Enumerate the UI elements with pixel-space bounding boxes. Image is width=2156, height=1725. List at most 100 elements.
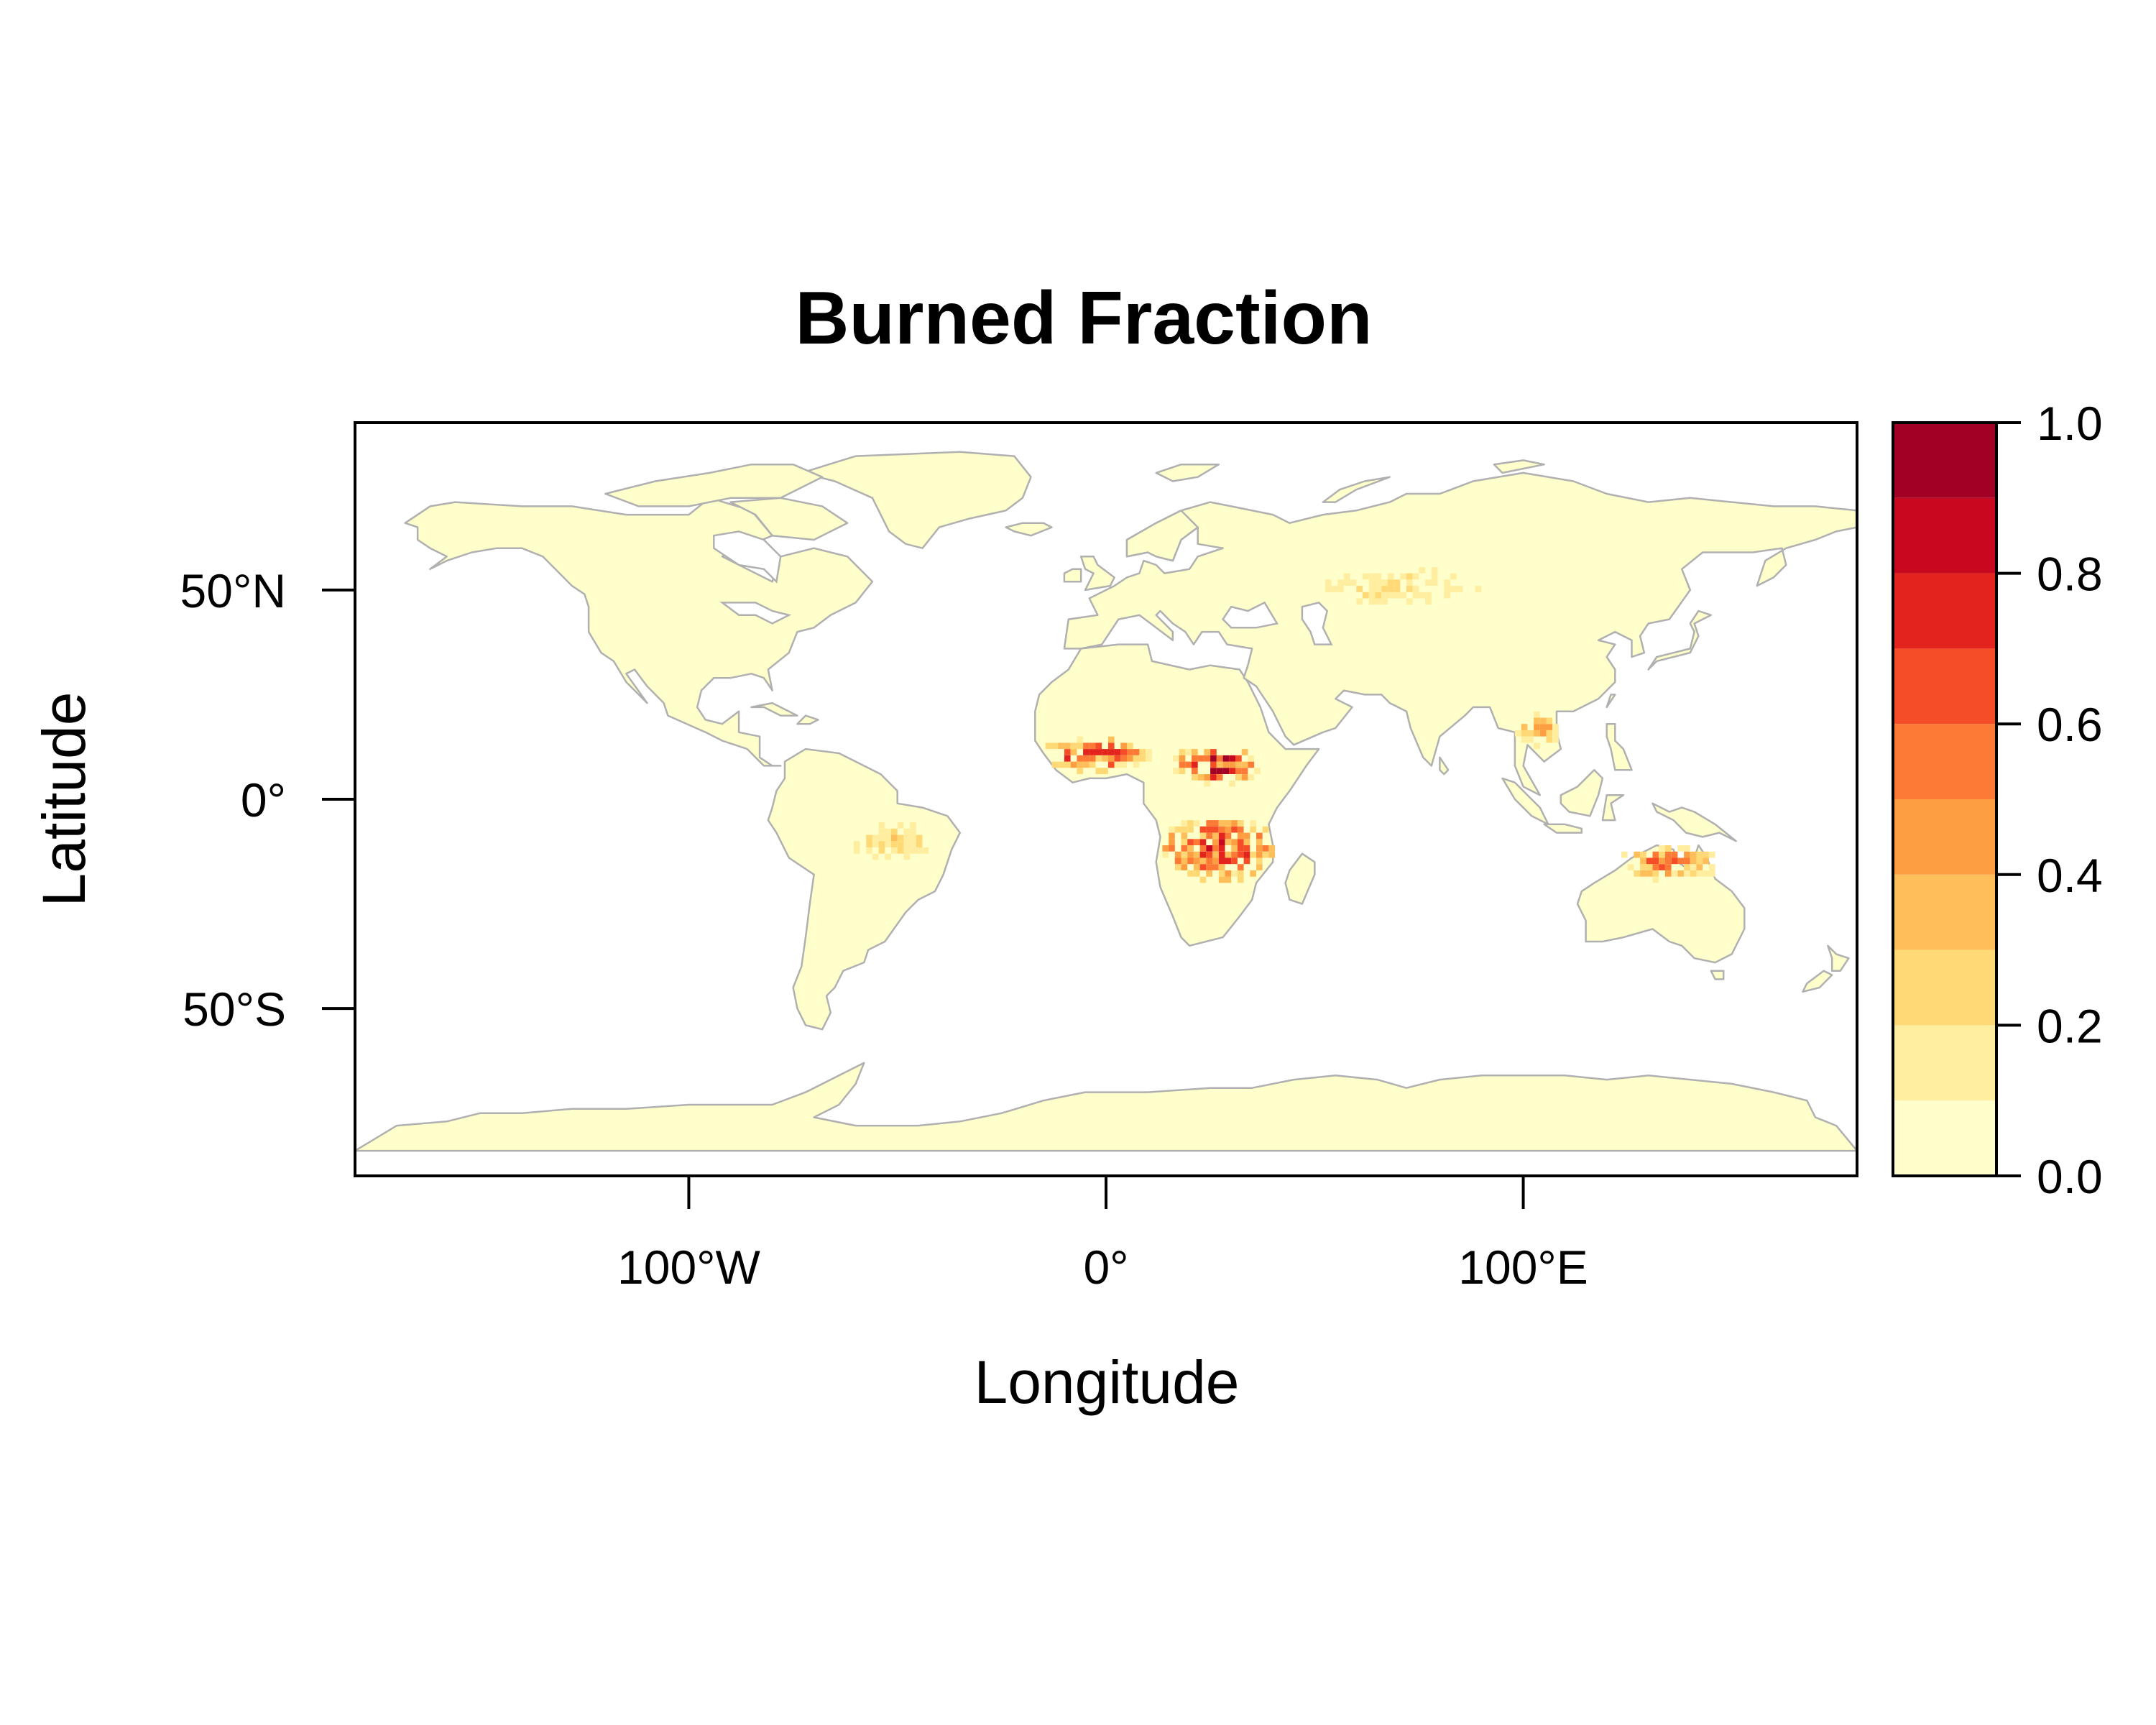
burn-cell (1425, 598, 1432, 605)
landmass-greenland (800, 451, 1032, 549)
burn-cell (1077, 755, 1084, 762)
burn-cell (1640, 857, 1646, 865)
burn-cell (1425, 592, 1432, 599)
burn-cell (1248, 761, 1255, 768)
burn-cell (1241, 774, 1248, 781)
burn-cell (1659, 857, 1665, 865)
burn-cell (1187, 857, 1194, 865)
burn-cell (1169, 845, 1175, 852)
burn-cell (1187, 851, 1194, 858)
burn-cell (1363, 573, 1369, 580)
burn-cell (1218, 845, 1225, 852)
burn-cell (1179, 761, 1186, 768)
burn-cell (1162, 851, 1169, 858)
burn-cell (1381, 579, 1388, 586)
burn-cell (1181, 826, 1188, 833)
burn-cell (1181, 839, 1188, 845)
burn-cell (1268, 845, 1276, 852)
landmass-scandinavia-fix (1125, 510, 1199, 562)
landmass-baffin (729, 497, 849, 541)
burn-cell (1387, 592, 1394, 599)
landmass-iceland (1005, 522, 1053, 537)
burn-cell (885, 841, 891, 847)
burn-cell (1696, 851, 1703, 858)
landmass-tasmania (1710, 970, 1725, 980)
burn-cell (1212, 845, 1219, 852)
burn-cell (1218, 839, 1225, 845)
burn-cell (1107, 742, 1115, 750)
landmass-ireland (1063, 568, 1082, 583)
burn-cell (1064, 761, 1071, 768)
colorbar-bin (1893, 573, 1996, 649)
burn-cell (897, 822, 904, 829)
burn-cell (1229, 755, 1235, 762)
burn-cell (878, 828, 885, 835)
burn-cell (1534, 711, 1540, 718)
burn-cell (903, 834, 911, 842)
burn-cell (1652, 876, 1659, 883)
burn-cell (1127, 755, 1133, 762)
burn-cell (1627, 864, 1634, 870)
burn-region-4 (1621, 845, 1715, 883)
burn-cell (1231, 826, 1238, 833)
water-great-lakes (719, 602, 792, 625)
burn-cell (1199, 845, 1207, 852)
burn-cell (1250, 870, 1256, 877)
burn-cell (1331, 586, 1338, 592)
burn-cell (1235, 755, 1242, 762)
burn-cell (1406, 573, 1413, 580)
burn-cell (1058, 761, 1064, 768)
burn-cell (1169, 826, 1175, 833)
burn-cell (1193, 864, 1200, 870)
burn-cell (1146, 755, 1152, 762)
burn-cell (1241, 768, 1248, 774)
colorbar-bin (1893, 648, 1996, 724)
burn-cell (1646, 870, 1653, 877)
burn-cell (903, 828, 911, 835)
burn-cell (1652, 851, 1659, 858)
burn-cell (1181, 864, 1188, 870)
burn-cell (1187, 845, 1194, 852)
burn-cell (1664, 864, 1672, 870)
burn-cell (1241, 749, 1248, 755)
burn-cell (1231, 857, 1238, 865)
landmass-novaya-zemlya (1322, 476, 1391, 503)
burn-cell (1450, 586, 1457, 592)
colorbar-bin (1893, 949, 1996, 1026)
burn-cell (1231, 839, 1238, 845)
burn-cell (1243, 845, 1250, 852)
burn-cell (1206, 851, 1212, 858)
burn-cell (1664, 870, 1672, 877)
y-axis: 50°N 0° 50°S (180, 564, 355, 1036)
burn-cell (1659, 851, 1665, 858)
burn-cell (1337, 586, 1344, 592)
burn-cell (1664, 851, 1672, 858)
burn-cell (1546, 730, 1553, 737)
burn-cell (1204, 774, 1211, 781)
burn-cell (1102, 755, 1108, 762)
burn-cell (1419, 566, 1426, 574)
burn-cell (891, 841, 898, 847)
burn-cell (1133, 761, 1140, 768)
burn-cell (1235, 761, 1242, 768)
burn-cell (1444, 579, 1450, 586)
burn-cell (1325, 579, 1332, 586)
burn-cell (1222, 761, 1230, 768)
burn-cell (878, 822, 885, 829)
burn-cell (1363, 592, 1369, 599)
burn-cell (1206, 870, 1212, 877)
burn-cell (1521, 736, 1528, 743)
burn-cell (1419, 592, 1426, 599)
burn-cell (1133, 755, 1140, 762)
burn-cell (1181, 845, 1188, 852)
burn-cell (1127, 749, 1133, 755)
burn-cell (1185, 761, 1192, 768)
colorbar-tick-label: 1.0 (2037, 397, 2103, 450)
x-axis: 100°W 0° 100°E (617, 1176, 1588, 1294)
burn-cell (1199, 839, 1207, 845)
burn-cell (1659, 845, 1665, 852)
burn-cell (1114, 761, 1121, 768)
burn-cell (1070, 749, 1077, 755)
burn-cell (1696, 864, 1703, 870)
